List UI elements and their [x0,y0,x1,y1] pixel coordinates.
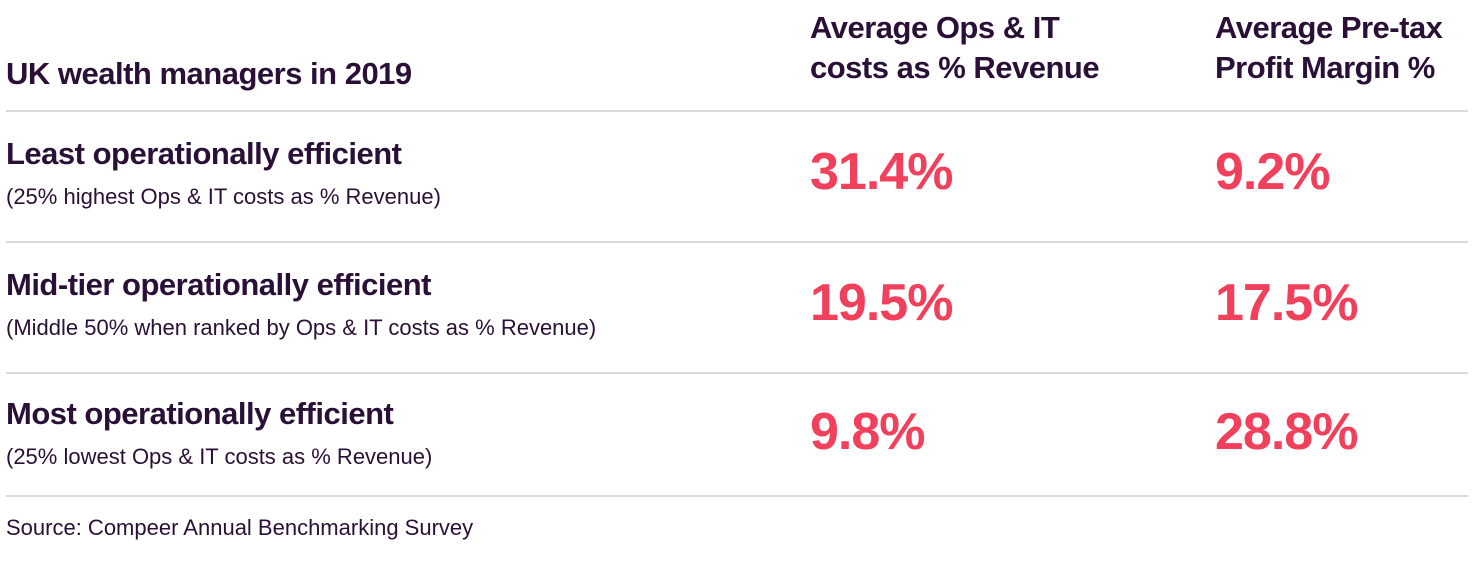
column-header-line: Average Ops & IT [810,10,1060,45]
row-subtitle: (25% highest Ops & IT costs as % Revenue… [6,184,441,209]
row-subtitle: (25% lowest Ops & IT costs as % Revenue) [6,444,433,469]
ops-it-costs-value: 19.5% [810,274,953,332]
table-row-least-efficient: Least operationally efficient (25% highe… [6,112,1468,243]
row-title: Least operationally efficient [6,136,402,171]
ops-it-costs-value: 31.4% [810,143,953,201]
table-title: UK wealth managers in 2019 [6,56,412,91]
source-note: Source: Compeer Annual Benchmarking Surv… [6,515,474,540]
table-row-most-efficient: Most operationally efficient (25% lowest… [6,374,1468,497]
column-header-profit-margin: Average Pre-tax Profit Margin % [1215,8,1475,88]
profit-margin-value: 17.5% [1215,274,1358,332]
ops-it-costs-value: 9.8% [810,403,926,461]
row-title: Most operationally efficient [6,396,394,431]
column-header-line: Average Pre-tax [1215,10,1443,45]
column-header-ops-it-costs: Average Ops & IT costs as % Revenue [810,8,1130,88]
table-header: UK wealth managers in 2019 Average Ops &… [6,0,1468,112]
profit-margin-value: 9.2% [1215,143,1331,201]
row-title: Mid-tier operationally efficient [6,267,431,302]
column-header-line: Profit Margin % [1215,50,1435,85]
table-row-mid-tier: Mid-tier operationally efficient (Middle… [6,243,1468,374]
column-header-line: costs as % Revenue [810,50,1100,85]
benchmark-table: UK wealth managers in 2019 Average Ops &… [6,0,1468,497]
row-subtitle: (Middle 50% when ranked by Ops & IT cost… [6,315,597,340]
profit-margin-value: 28.8% [1215,403,1358,461]
